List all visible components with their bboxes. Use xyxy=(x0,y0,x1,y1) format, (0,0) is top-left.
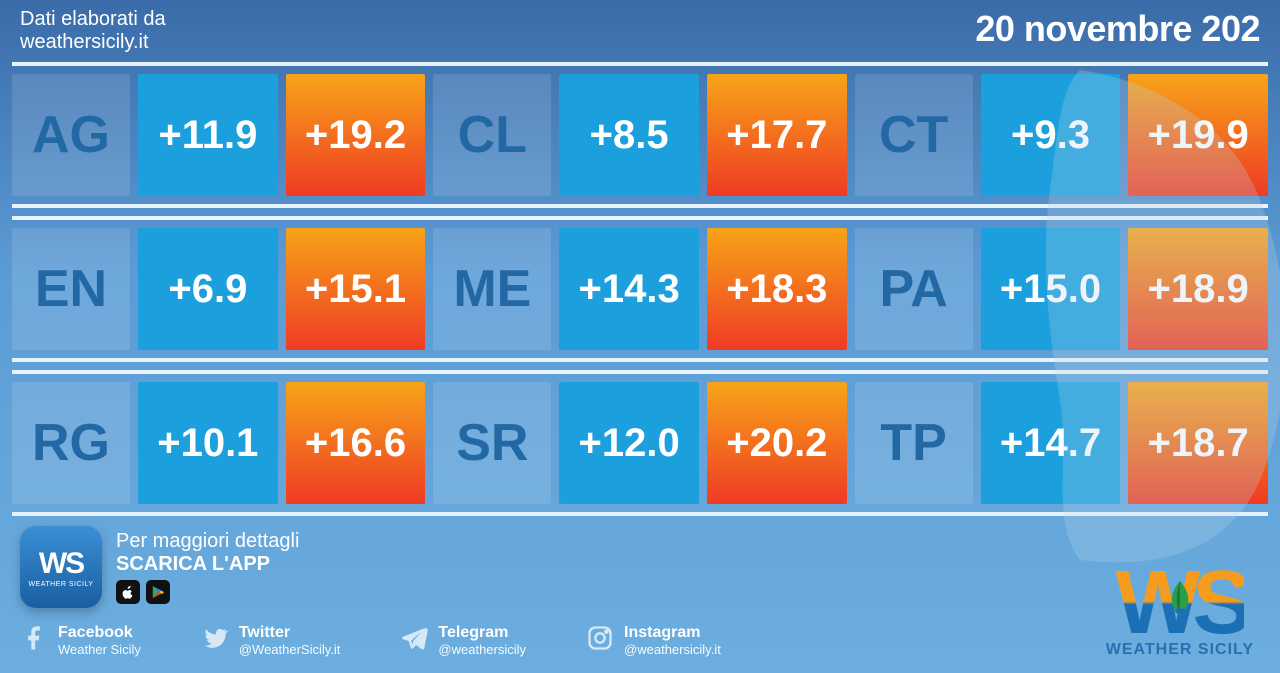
temp-max: +19.2 xyxy=(286,74,426,196)
province-code: PA xyxy=(855,228,973,350)
social-facebook[interactable]: Facebook Weather Sicily xyxy=(20,624,141,657)
app-icon-label: WS xyxy=(39,547,83,581)
app-promo-line2: SCARICA L'APP xyxy=(116,553,299,576)
social-name: Telegram xyxy=(438,624,526,642)
temp-min: +14.3 xyxy=(559,228,699,350)
province-code: EN xyxy=(12,228,130,350)
table-row: AG+11.9+19.2CL+8.5+17.7CT+9.3+19.9 xyxy=(12,62,1268,208)
temp-max: +15.1 xyxy=(286,228,426,350)
app-promo-line1: Per maggiori dettagli xyxy=(116,530,299,553)
social-name: Facebook xyxy=(58,624,141,642)
app-promo-text: Per maggiori dettagli SCARICA L'APP xyxy=(116,530,299,604)
temp-min: +15.0 xyxy=(981,228,1121,350)
province-group: AG+11.9+19.2 xyxy=(12,74,425,196)
temp-min: +11.9 xyxy=(138,74,278,196)
social-twitter[interactable]: Twitter @WeatherSicily.it xyxy=(201,624,341,657)
social-handle: @weathersicily.it xyxy=(624,642,721,657)
temp-max: +18.3 xyxy=(707,228,847,350)
province-group: SR+12.0+20.2 xyxy=(433,382,846,504)
province-group: PA+15.0+18.9 xyxy=(855,228,1268,350)
social-handle: @WeatherSicily.it xyxy=(239,642,341,657)
province-code: TP xyxy=(855,382,973,504)
appstore-icon xyxy=(116,580,140,604)
province-code: CL xyxy=(433,74,551,196)
social-text: Instagram @weathersicily.it xyxy=(624,624,721,657)
credit-line2: weathersicily.it xyxy=(20,31,166,54)
social-text: Facebook Weather Sicily xyxy=(58,624,141,657)
telegram-icon xyxy=(400,624,428,657)
facebook-icon xyxy=(20,624,48,657)
temp-max: +20.2 xyxy=(707,382,847,504)
temp-max: +19.9 xyxy=(1128,74,1268,196)
province-group: TP+14.7+18.7 xyxy=(855,382,1268,504)
social-name: Twitter xyxy=(239,624,341,642)
temp-min: +14.7 xyxy=(981,382,1121,504)
province-code: AG xyxy=(12,74,130,196)
social-telegram[interactable]: Telegram @weathersicily xyxy=(400,624,526,657)
social-handle: @weathersicily xyxy=(438,642,526,657)
social-text: Twitter @WeatherSicily.it xyxy=(239,624,341,657)
temp-min: +8.5 xyxy=(559,74,699,196)
province-code: CT xyxy=(855,74,973,196)
instagram-icon xyxy=(586,624,614,657)
social-handle: Weather Sicily xyxy=(58,642,141,657)
temp-min: +9.3 xyxy=(981,74,1121,196)
table-row: EN+6.9+15.1ME+14.3+18.3PA+15.0+18.9 xyxy=(12,216,1268,362)
temp-max: +18.7 xyxy=(1128,382,1268,504)
app-promo: WS WEATHER SICILY Per maggiori dettagli … xyxy=(20,526,1260,608)
social-text: Telegram @weathersicily xyxy=(438,624,526,657)
social-instagram[interactable]: Instagram @weathersicily.it xyxy=(586,624,721,657)
temp-min: +6.9 xyxy=(138,228,278,350)
app-icon-sub: WEATHER SICILY xyxy=(28,581,93,588)
brand-logo: WS WEATHER SICILY xyxy=(1106,567,1254,659)
province-group: CT+9.3+19.9 xyxy=(855,74,1268,196)
app-icon: WS WEATHER SICILY xyxy=(20,526,102,608)
temp-max: +16.6 xyxy=(286,382,426,504)
province-group: RG+10.1+16.6 xyxy=(12,382,425,504)
temp-max: +17.7 xyxy=(707,74,847,196)
temperature-grid: AG+11.9+19.2CL+8.5+17.7CT+9.3+19.9EN+6.9… xyxy=(0,62,1280,516)
province-code: RG xyxy=(12,382,130,504)
province-code: ME xyxy=(433,228,551,350)
province-code: SR xyxy=(433,382,551,504)
credit-line1: Dati elaborati da xyxy=(20,8,166,31)
province-group: ME+14.3+18.3 xyxy=(433,228,846,350)
temp-min: +10.1 xyxy=(138,382,278,504)
playstore-icon xyxy=(146,580,170,604)
store-badges xyxy=(116,580,299,604)
header: Dati elaborati da weathersicily.it 20 no… xyxy=(0,0,1280,62)
leaf-icon xyxy=(1160,577,1200,617)
credit: Dati elaborati da weathersicily.it xyxy=(20,8,166,54)
footer: WS WEATHER SICILY Per maggiori dettagli … xyxy=(0,516,1280,665)
province-group: CL+8.5+17.7 xyxy=(433,74,846,196)
social-name: Instagram xyxy=(624,624,721,642)
temp-min: +12.0 xyxy=(559,382,699,504)
twitter-icon xyxy=(201,624,229,657)
province-group: EN+6.9+15.1 xyxy=(12,228,425,350)
date: 20 novembre 202 xyxy=(975,8,1260,50)
table-row: RG+10.1+16.6SR+12.0+20.2TP+14.7+18.7 xyxy=(12,370,1268,516)
social-links: Facebook Weather Sicily Twitter @Weather… xyxy=(20,624,1260,665)
temp-max: +18.9 xyxy=(1128,228,1268,350)
